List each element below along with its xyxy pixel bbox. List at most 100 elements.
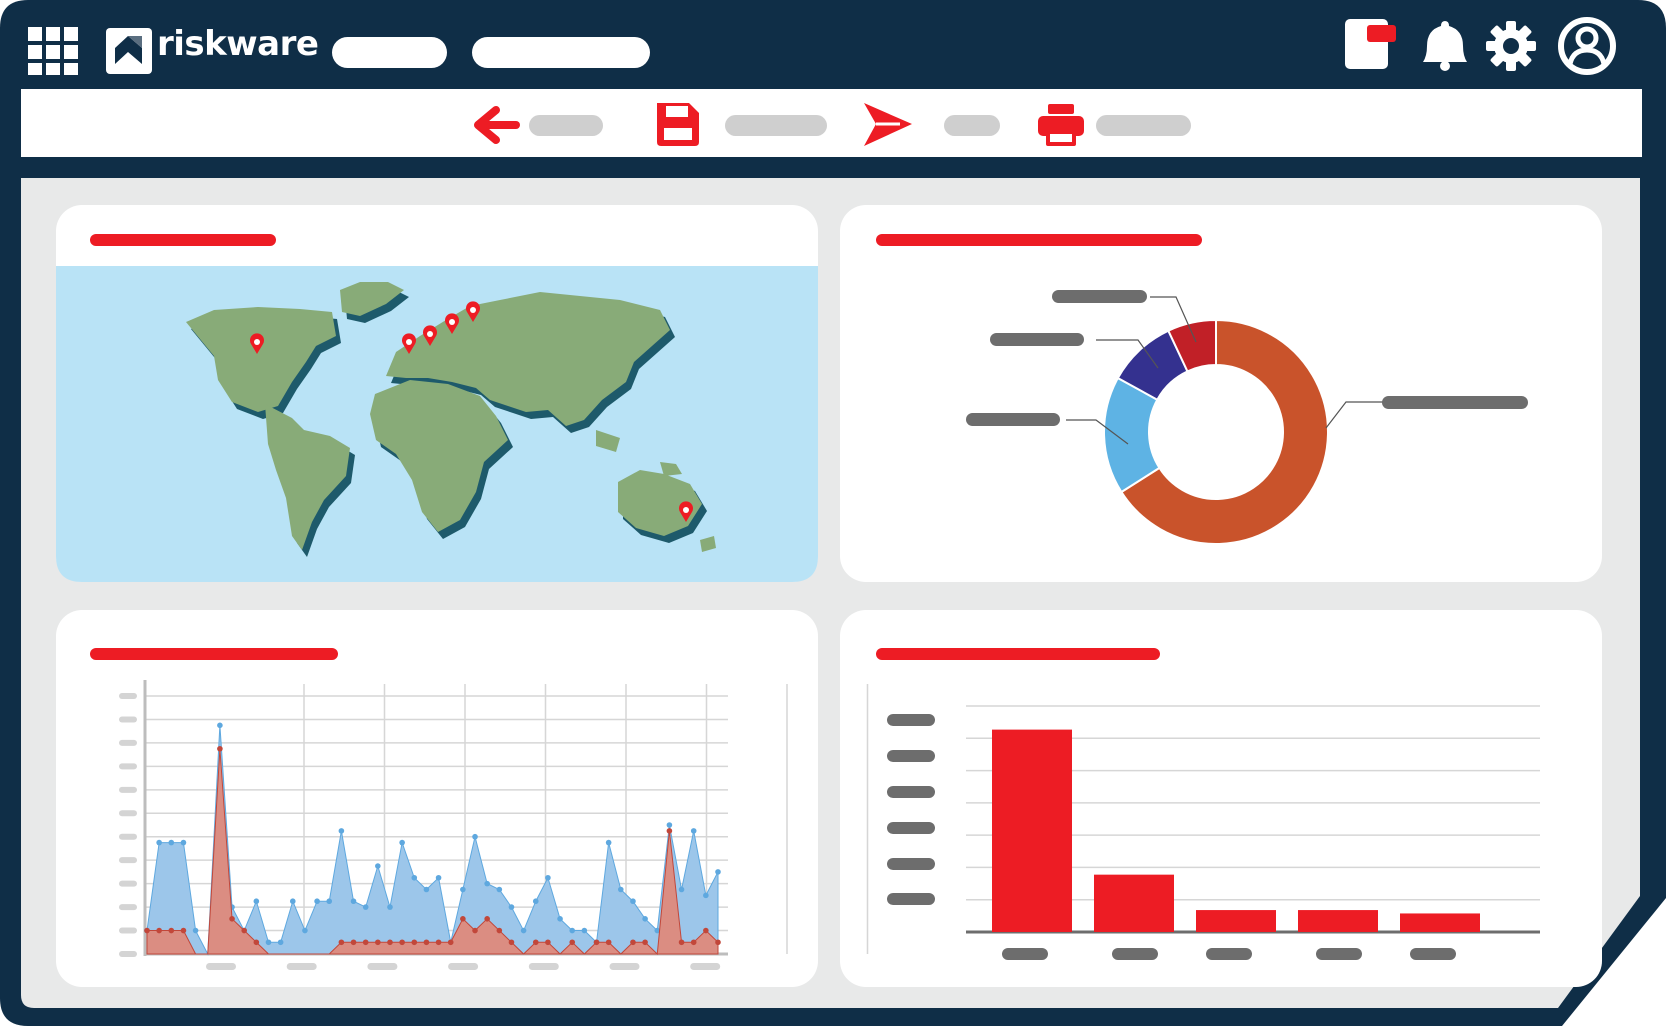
paper-plane-icon[interactable] xyxy=(864,103,912,146)
nav-tab-2[interactable] xyxy=(472,37,650,68)
area-data-point[interactable] xyxy=(217,722,223,729)
save-label-placeholder[interactable] xyxy=(725,115,827,136)
area-data-point[interactable] xyxy=(605,939,612,946)
area-data-point[interactable] xyxy=(350,939,357,946)
area-data-point[interactable] xyxy=(545,939,551,946)
user-avatar-icon[interactable] xyxy=(1558,17,1616,75)
area-data-point[interactable] xyxy=(569,927,576,934)
area-data-point[interactable] xyxy=(545,874,551,881)
area-data-point[interactable] xyxy=(156,927,162,934)
area-data-point[interactable] xyxy=(326,898,333,905)
area-data-point[interactable] xyxy=(411,874,418,881)
area-data-point[interactable] xyxy=(508,939,515,946)
area-data-point[interactable] xyxy=(703,892,709,899)
area-data-point[interactable] xyxy=(350,898,357,905)
area-data-point[interactable] xyxy=(144,927,150,934)
map-pin-icon[interactable] xyxy=(423,325,437,346)
area-data-point[interactable] xyxy=(642,916,648,922)
apps-grid-icon[interactable] xyxy=(28,27,78,75)
area-data-point[interactable] xyxy=(387,939,393,946)
area-data-point[interactable] xyxy=(314,898,320,905)
area-data-point[interactable] xyxy=(156,839,162,846)
area-data-point[interactable] xyxy=(180,839,187,846)
printer-icon[interactable] xyxy=(1038,104,1084,146)
area-data-point[interactable] xyxy=(618,886,624,893)
area-data-point[interactable] xyxy=(399,939,405,946)
area-data-point[interactable] xyxy=(217,745,223,752)
area-data-point[interactable] xyxy=(496,927,503,934)
area-data-point[interactable] xyxy=(435,939,442,946)
bar[interactable] xyxy=(1094,874,1174,932)
area-data-point[interactable] xyxy=(411,939,418,946)
area-data-point[interactable] xyxy=(168,927,175,934)
send-label-placeholder[interactable] xyxy=(944,115,1000,136)
area-data-point[interactable] xyxy=(387,904,393,910)
area-data-point[interactable] xyxy=(399,839,405,846)
area-data-point[interactable] xyxy=(581,927,588,934)
area-data-point[interactable] xyxy=(289,898,296,905)
bell-icon[interactable] xyxy=(1423,21,1467,71)
area-data-point[interactable] xyxy=(375,939,381,946)
area-data-point[interactable] xyxy=(703,927,709,934)
area-data-point[interactable] xyxy=(423,939,430,946)
area-data-point[interactable] xyxy=(180,927,187,934)
area-data-point[interactable] xyxy=(362,904,369,910)
area-data-point[interactable] xyxy=(168,839,175,846)
gear-icon[interactable] xyxy=(1486,21,1536,71)
area-data-point[interactable] xyxy=(520,927,527,934)
map-pin-icon[interactable] xyxy=(402,333,416,354)
area-data-point[interactable] xyxy=(302,927,308,934)
bar[interactable] xyxy=(1196,910,1276,932)
area-data-point[interactable] xyxy=(241,927,247,934)
area-data-point[interactable] xyxy=(678,939,685,946)
back-label-placeholder[interactable] xyxy=(529,115,603,136)
area-data-point[interactable] xyxy=(229,916,235,922)
area-data-point[interactable] xyxy=(690,828,697,834)
area-data-point[interactable] xyxy=(423,886,430,893)
area-data-point[interactable] xyxy=(484,916,490,922)
area-data-point[interactable] xyxy=(362,939,369,946)
area-data-point[interactable] xyxy=(690,939,697,946)
bar[interactable] xyxy=(1298,910,1378,932)
area-data-point[interactable] xyxy=(532,898,539,905)
area-data-point[interactable] xyxy=(472,833,478,840)
area-data-point[interactable] xyxy=(715,869,721,875)
area-data-point[interactable] xyxy=(496,886,503,893)
map-pin-icon[interactable] xyxy=(679,501,693,522)
area-data-point[interactable] xyxy=(605,839,612,846)
area-data-point[interactable] xyxy=(630,939,636,946)
area-data-point[interactable] xyxy=(654,927,661,934)
area-data-point[interactable] xyxy=(447,939,454,946)
print-label-placeholder[interactable] xyxy=(1096,115,1191,136)
area-data-point[interactable] xyxy=(666,822,673,828)
area-data-point[interactable] xyxy=(192,927,199,934)
area-data-point[interactable] xyxy=(508,904,515,910)
area-data-point[interactable] xyxy=(472,927,478,934)
area-data-point[interactable] xyxy=(593,939,600,946)
area-data-point[interactable] xyxy=(630,898,636,905)
area-data-point[interactable] xyxy=(678,886,685,893)
area-data-point[interactable] xyxy=(253,898,260,905)
nav-tab-1[interactable] xyxy=(332,37,447,68)
area-data-point[interactable] xyxy=(569,939,576,946)
area-data-point[interactable] xyxy=(532,939,539,946)
area-data-point[interactable] xyxy=(375,863,381,869)
area-data-point[interactable] xyxy=(642,939,648,946)
area-data-point[interactable] xyxy=(460,916,466,922)
map-pin-icon[interactable] xyxy=(250,333,264,354)
area-data-point[interactable] xyxy=(338,939,345,946)
donut-slice[interactable] xyxy=(1166,318,1217,373)
back-arrow-icon[interactable] xyxy=(474,106,520,144)
area-data-point[interactable] xyxy=(435,874,442,881)
area-data-point[interactable] xyxy=(557,916,563,922)
map-pin-icon[interactable] xyxy=(445,313,459,334)
window-notification-icon[interactable] xyxy=(1345,19,1396,69)
area-data-point[interactable] xyxy=(253,939,260,946)
bar[interactable] xyxy=(992,729,1072,932)
floppy-disk-icon[interactable] xyxy=(657,103,699,146)
area-data-point[interactable] xyxy=(265,939,272,946)
area-data-point[interactable] xyxy=(484,880,490,887)
area-data-point[interactable] xyxy=(666,828,673,834)
map-pin-icon[interactable] xyxy=(466,301,480,322)
area-data-point[interactable] xyxy=(460,886,466,893)
